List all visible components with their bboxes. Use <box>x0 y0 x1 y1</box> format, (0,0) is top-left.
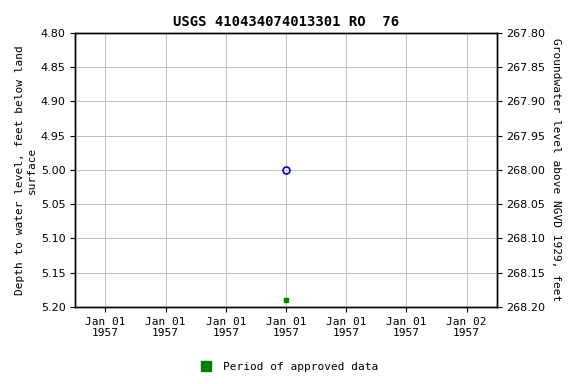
Y-axis label: Depth to water level, feet below land
surface: Depth to water level, feet below land su… <box>15 45 37 295</box>
Y-axis label: Groundwater level above NGVD 1929, feet: Groundwater level above NGVD 1929, feet <box>551 38 561 301</box>
Legend: Period of approved data: Period of approved data <box>193 358 383 377</box>
Title: USGS 410434074013301 RO  76: USGS 410434074013301 RO 76 <box>173 15 399 29</box>
